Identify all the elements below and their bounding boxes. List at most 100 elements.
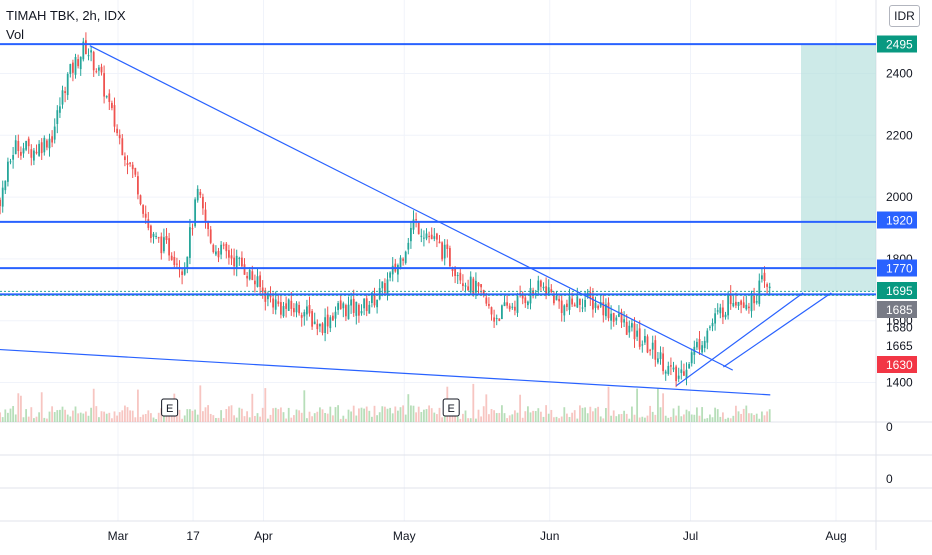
candle-body — [381, 281, 384, 289]
volume-bar — [186, 409, 189, 422]
volume-bar — [157, 412, 160, 422]
time-tick-label: Mar — [108, 529, 129, 543]
volume-bar — [4, 409, 7, 422]
candle-body — [207, 221, 210, 230]
volume-bar — [87, 415, 90, 422]
volume-bar — [566, 413, 568, 422]
volume-bar — [527, 406, 529, 422]
price-tick-label: 2200 — [886, 128, 913, 142]
volume-bar — [683, 414, 685, 422]
volume-bar — [467, 418, 470, 422]
candle-body — [116, 128, 119, 134]
chart-title: TIMAH TBK, 2h, IDX — [6, 8, 126, 23]
candle-body — [189, 227, 191, 258]
candle-body — [300, 315, 303, 318]
candle-body — [576, 296, 579, 308]
candle-body — [40, 142, 43, 154]
candle-body — [397, 265, 399, 275]
candle-body — [766, 284, 769, 287]
candle-body — [511, 306, 514, 308]
candle-body — [126, 163, 129, 165]
earnings-marker-label: E — [448, 403, 455, 415]
candle-body — [46, 140, 48, 148]
volume-bar — [272, 408, 275, 422]
candle-body — [568, 296, 571, 310]
candle-body — [709, 326, 711, 328]
volume-bar — [129, 410, 132, 422]
volume-bar — [147, 410, 150, 422]
price-label-badge — [877, 356, 917, 373]
price-label-1770: 1770 — [886, 262, 913, 276]
candle-body — [472, 278, 475, 295]
candle-body — [274, 299, 277, 310]
candle-body — [170, 255, 173, 260]
candle-body — [30, 149, 33, 158]
volume-bar — [134, 417, 137, 422]
candle-body — [495, 318, 498, 320]
volume-bar — [118, 412, 121, 422]
volume-bar — [657, 388, 659, 422]
candle-body — [316, 323, 319, 330]
candle-body — [7, 161, 9, 182]
volume-bar — [646, 415, 649, 422]
candle-body — [1, 187, 4, 207]
candle-body — [716, 310, 719, 312]
volume-bar — [207, 405, 210, 422]
candle-body — [477, 282, 480, 287]
candle-body — [22, 148, 25, 154]
candle-body — [555, 296, 558, 301]
candle-body — [137, 176, 139, 195]
candle-body — [727, 293, 730, 316]
volume-bar — [664, 415, 667, 422]
candle-body — [524, 297, 527, 304]
candle-body — [319, 324, 321, 327]
candle-body — [529, 287, 532, 304]
candle-body — [386, 279, 389, 295]
volume-bar — [51, 406, 54, 422]
candle-body — [612, 313, 615, 322]
volume-bar — [503, 413, 506, 422]
candle-body — [594, 302, 597, 308]
volume-bar — [209, 413, 212, 422]
volume-bar — [105, 413, 108, 422]
candle-body — [48, 138, 51, 149]
volume-bar — [649, 405, 652, 422]
volume-bar — [163, 414, 165, 422]
candle-body — [155, 235, 158, 237]
candle-body — [550, 289, 553, 293]
volume-bar — [501, 405, 503, 422]
candle-body — [269, 294, 272, 298]
candle-body — [646, 336, 649, 353]
volume-bar — [672, 408, 675, 422]
candle-body — [508, 305, 511, 310]
volume-bar — [334, 407, 337, 422]
volume-bar — [701, 407, 704, 422]
candle-body — [290, 300, 293, 309]
volume-bar — [194, 409, 197, 422]
trendline — [676, 292, 804, 387]
candle-body — [698, 339, 701, 350]
volume-bar — [412, 405, 415, 422]
volume-bar — [519, 394, 522, 422]
candle-body — [607, 302, 610, 319]
price-label-1680: 1680 — [886, 321, 913, 335]
volume-bar — [9, 408, 12, 422]
candle-body — [425, 233, 428, 239]
candle-body — [376, 299, 379, 308]
currency-button[interactable]: IDR — [889, 5, 920, 27]
volume-bar — [477, 409, 480, 422]
volume-bar — [651, 411, 654, 422]
candle-body — [14, 140, 17, 155]
volume-bar — [204, 407, 207, 422]
volume-bar — [342, 415, 345, 422]
candle-body — [176, 263, 178, 265]
candle-body — [33, 150, 35, 161]
candle-body — [449, 248, 451, 267]
candle-body — [100, 66, 103, 73]
volume-bar — [17, 393, 20, 422]
earnings-marker-label: E — [166, 403, 173, 415]
candle-body — [602, 302, 605, 316]
